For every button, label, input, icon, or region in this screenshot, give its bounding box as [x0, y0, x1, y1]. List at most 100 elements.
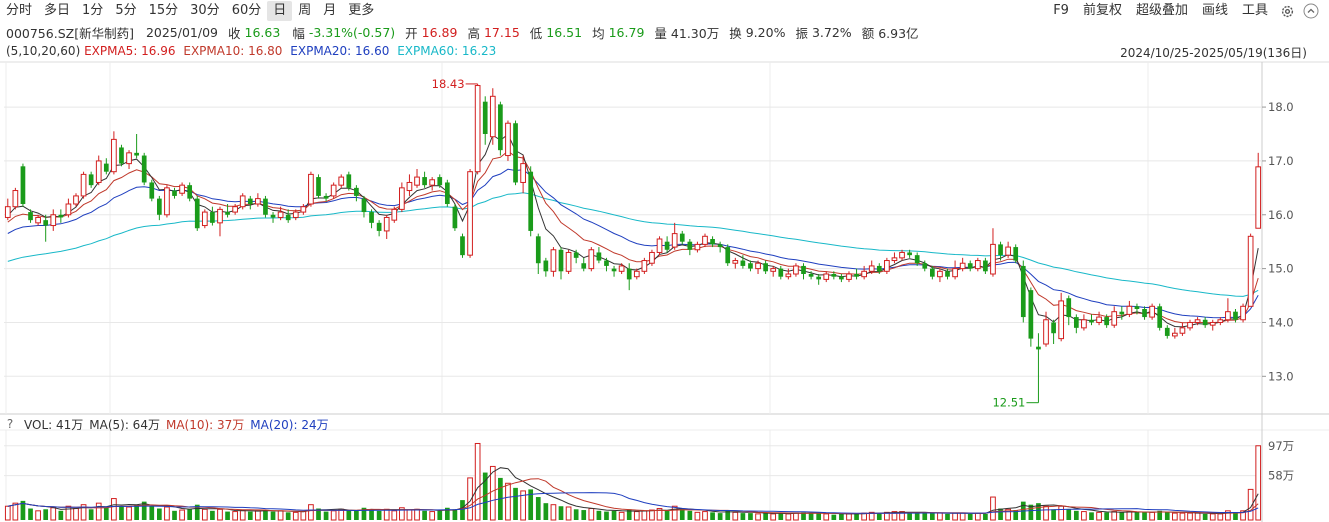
volume-bar-122 — [929, 513, 935, 520]
candle-body-119 — [907, 252, 912, 256]
candle-body-66 — [505, 122, 511, 157]
quote-info-bar: 000756.SZ[新华制药] 2025/01/09 收 16.63 幅 -3.31… — [6, 23, 919, 41]
volume-bar-1 — [12, 502, 19, 521]
period-tab-8[interactable]: 周 — [298, 3, 312, 18]
volume-bar-75 — [573, 509, 579, 520]
volume-bar-43 — [330, 510, 337, 521]
period-tab-7[interactable]: 日 — [267, 1, 293, 21]
candle-body-19 — [149, 182, 155, 199]
candle-body-99 — [755, 262, 761, 270]
candle-body-131 — [998, 244, 1003, 256]
period-tab-10[interactable]: 更多 — [348, 3, 375, 18]
candle-body-108 — [823, 273, 830, 280]
expma60-value: EXPMA60: 16.23 — [397, 44, 497, 58]
candle-body-145 — [1104, 317, 1109, 326]
candle-body-94 — [717, 244, 723, 248]
candle-body-69 — [528, 171, 534, 231]
volume-bar-127 — [967, 513, 973, 520]
volume-bar-26 — [201, 508, 208, 521]
low-annotation-label: 12.51 — [992, 396, 1025, 410]
candle-body-85 — [649, 251, 655, 264]
volume-bar-165 — [1255, 445, 1262, 521]
expma-params[interactable]: (5,10,20,60) — [6, 44, 81, 58]
candle-body-130 — [990, 243, 996, 275]
vol-tick-label-1: 58万 — [1268, 469, 1294, 483]
date-range-label[interactable]: 2024/10/25-2025/05/19(136日) — [1120, 46, 1307, 60]
candle-body-18 — [141, 155, 147, 183]
volume-bar-139 — [1058, 505, 1065, 521]
draw-line-button[interactable]: 画线 — [1201, 3, 1228, 18]
expma-line-ma60 — [7, 192, 1259, 297]
volume-bar-4 — [35, 510, 41, 521]
help-icon[interactable]: ? — [6, 417, 14, 431]
candle-body-144 — [1096, 316, 1102, 323]
candle-body-60 — [460, 236, 465, 256]
high-annotation-label: 18.43 — [432, 77, 465, 91]
collapse-icon[interactable] — [1302, 2, 1320, 20]
expma-legend: (5,10,20,60) EXPMA5: 16.96 EXPMA10: 16.8… — [6, 44, 496, 60]
candle-body-124 — [945, 271, 950, 277]
f9-button[interactable]: F9 — [1053, 3, 1069, 18]
super-overlay-button[interactable]: 超级叠加 — [1135, 3, 1188, 18]
period-tab-0[interactable]: 分时 — [6, 3, 33, 18]
candle-body-38 — [292, 211, 299, 218]
candle-body-43 — [330, 184, 337, 197]
high-value: 17.15 — [483, 24, 520, 40]
candle-body-107 — [816, 276, 822, 280]
volume-bar-83 — [633, 511, 640, 521]
volume-bar-143 — [1089, 512, 1094, 520]
volume-bar-30 — [232, 511, 238, 521]
candle-body-44 — [338, 176, 345, 186]
volume-bar-52 — [399, 507, 405, 521]
volume-bar-70 — [535, 497, 541, 520]
volume-bar-157 — [1194, 512, 1201, 521]
volume-bar-148 — [1126, 511, 1133, 521]
period-tab-6[interactable]: 60分 — [231, 3, 262, 18]
volume-bar-84 — [641, 510, 648, 521]
volume-ma-line-ma20 — [7, 492, 1259, 514]
settings-icon[interactable] — [1278, 2, 1296, 20]
candle-body-155 — [1179, 327, 1186, 334]
candle-body-2 — [20, 166, 26, 204]
candle-body-122 — [929, 268, 935, 277]
candle-body-123 — [937, 270, 943, 278]
period-tab-4[interactable]: 15分 — [148, 3, 179, 18]
volume-bar-33 — [255, 510, 261, 521]
candle-body-0 — [4, 206, 11, 218]
volume-bar-20 — [157, 508, 162, 520]
volume-bar-98 — [748, 513, 753, 520]
volume-bar-156 — [1187, 512, 1193, 521]
period-tab-9[interactable]: 月 — [323, 3, 337, 18]
volume-bar-128 — [974, 512, 981, 521]
candle-body-73 — [558, 249, 564, 272]
volume-bar-63 — [482, 472, 488, 520]
volume-bar-60 — [460, 500, 465, 520]
period-tab-3[interactable]: 5分 — [115, 3, 137, 18]
volume-bar-137 — [1043, 505, 1049, 521]
volume-bar-144 — [1096, 511, 1102, 521]
period-tabs: 分时 多日 1分 5分 15分 30分 60分日周月更多 — [0, 1, 380, 21]
volume-bar-110 — [839, 513, 844, 520]
volume-bar-154 — [1172, 512, 1178, 521]
period-tab-2[interactable]: 1分 — [82, 3, 104, 18]
volume-bar-27 — [210, 510, 215, 520]
candle-body-161 — [1225, 311, 1231, 321]
forward-adjust-button[interactable]: 前复权 — [1082, 3, 1122, 18]
volume-bar-14 — [111, 498, 117, 521]
tools-button[interactable]: 工具 — [1241, 3, 1268, 18]
price-tick-label-2: 15.0 — [1268, 262, 1294, 276]
volume-bar-161 — [1225, 510, 1231, 521]
period-tab-1[interactable]: 多日 — [44, 3, 71, 18]
candle-body-49 — [376, 222, 382, 231]
volume-bar-13 — [103, 507, 109, 520]
candle-body-9 — [73, 195, 79, 205]
change-value: -3.31%(-0.57) — [308, 24, 396, 40]
period-tab-5[interactable]: 30分 — [190, 3, 220, 18]
amount-label: 额 — [861, 25, 875, 41]
volume-bar-34 — [263, 510, 268, 520]
volume-bar-141 — [1073, 510, 1079, 520]
candle-body-6 — [50, 214, 57, 227]
volume-bar-15 — [119, 506, 124, 520]
candle-body-29 — [225, 212, 230, 215]
